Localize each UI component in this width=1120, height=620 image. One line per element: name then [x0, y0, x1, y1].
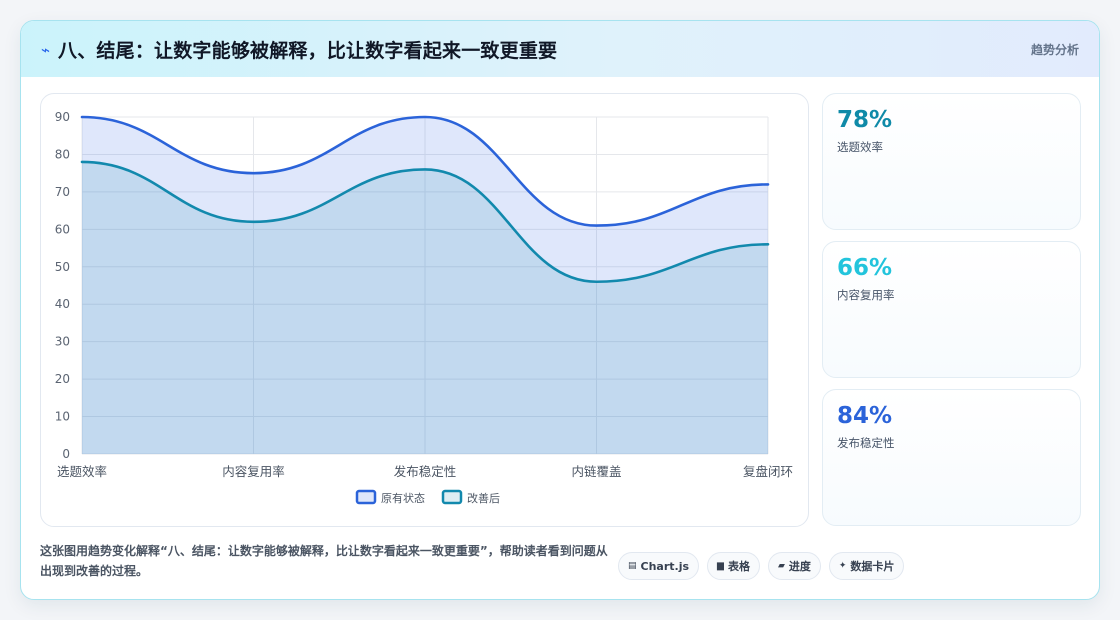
y-tick-label: 20	[55, 372, 70, 386]
table-icon: ▆	[717, 561, 724, 571]
main-card: ⌁ 八、结尾：让数字能够被解释，比让数字看起来一致更重要 趋势分析 0 10 20 3…	[20, 20, 1100, 600]
chart-panel: 0 10 20 30 40 50 60 70 80 90 选题效率 内容复用率 发布稳定性 内链覆盖 复盘闭…	[40, 93, 809, 527]
kpi-value: 66%	[837, 255, 893, 281]
tag-pills: ▤ Chart.js ▆ 表格 ▰ 进度 ✦ 数据卡片	[618, 552, 905, 580]
series-area	[82, 117, 768, 454]
legend-label: 原有状态	[381, 491, 425, 505]
header-tag: 趋势分析	[1030, 42, 1079, 57]
x-tick-label: 发布稳定性	[394, 464, 457, 479]
y-tick-label: 90	[55, 110, 70, 124]
y-tick-label: 50	[55, 260, 70, 274]
kpi-card: 66% 内容复用率	[822, 241, 1081, 378]
x-tick-label: 内容复用率	[222, 464, 285, 479]
page-title: 八、结尾：让数字能够被解释，比让数字看起来一致更重要	[58, 39, 558, 62]
y-tick-label: 60	[55, 222, 70, 236]
legend-swatch	[441, 489, 463, 505]
card-header: ⌁ 八、结尾：让数字能够被解释，比让数字看起来一致更重要 趋势分析	[21, 21, 1099, 77]
pill-label: 数据卡片	[850, 560, 895, 573]
chart-icon: ▤	[628, 561, 637, 571]
pill-label: Chart.js	[640, 559, 690, 573]
y-tick-label: 10	[55, 410, 70, 424]
y-tick-label: 0	[62, 447, 70, 461]
kpi-value: 84%	[837, 403, 893, 429]
pill-chartjs[interactable]: ▤ Chart.js	[618, 552, 700, 580]
series-line	[80, 160, 770, 284]
kpi-label: 发布稳定性	[837, 436, 895, 450]
chart-description: 这张图用趋势变化解释“八、结尾：让数字能够被解释，比让数字看起来一致更重要”，帮…	[40, 544, 608, 578]
y-tick-label: 70	[55, 185, 70, 199]
kpi-card: 78% 选题效率	[822, 93, 1081, 230]
y-tick-label: 30	[55, 335, 70, 349]
pill-table[interactable]: ▆ 表格	[707, 552, 760, 580]
x-tick-label: 选题效率	[57, 464, 107, 479]
kpi-card: 84% 发布稳定性	[822, 389, 1081, 526]
legend-swatch	[355, 489, 377, 505]
progress-icon: ▰	[777, 561, 785, 571]
area-chart: 0 10 20 30 40 50 60 70 80 90 选题效率 内容复用率 发布稳定性 内链覆盖 复盘闭…	[55, 110, 793, 505]
pill-label: 进度	[788, 560, 811, 573]
pill-progress[interactable]: ▰ 进度	[767, 552, 821, 580]
pill-datacard[interactable]: ✦ 数据卡片	[828, 552, 905, 580]
series-area	[82, 161, 768, 454]
card-icon: ✦	[838, 561, 847, 571]
pill-label: 表格	[727, 560, 750, 573]
legend-label: 改善后	[467, 491, 500, 505]
kpi-label: 内容复用率	[837, 288, 895, 302]
x-tick-label: 内链覆盖	[571, 464, 621, 479]
y-tick-label: 40	[55, 297, 70, 311]
x-tick-label: 复盘闭环	[743, 464, 793, 479]
series-line	[80, 115, 770, 227]
kpi-value: 78%	[837, 107, 893, 133]
y-tick-label: 80	[55, 147, 70, 161]
bolt-icon: ⌁	[41, 41, 51, 59]
kpi-label: 选题效率	[837, 140, 883, 154]
